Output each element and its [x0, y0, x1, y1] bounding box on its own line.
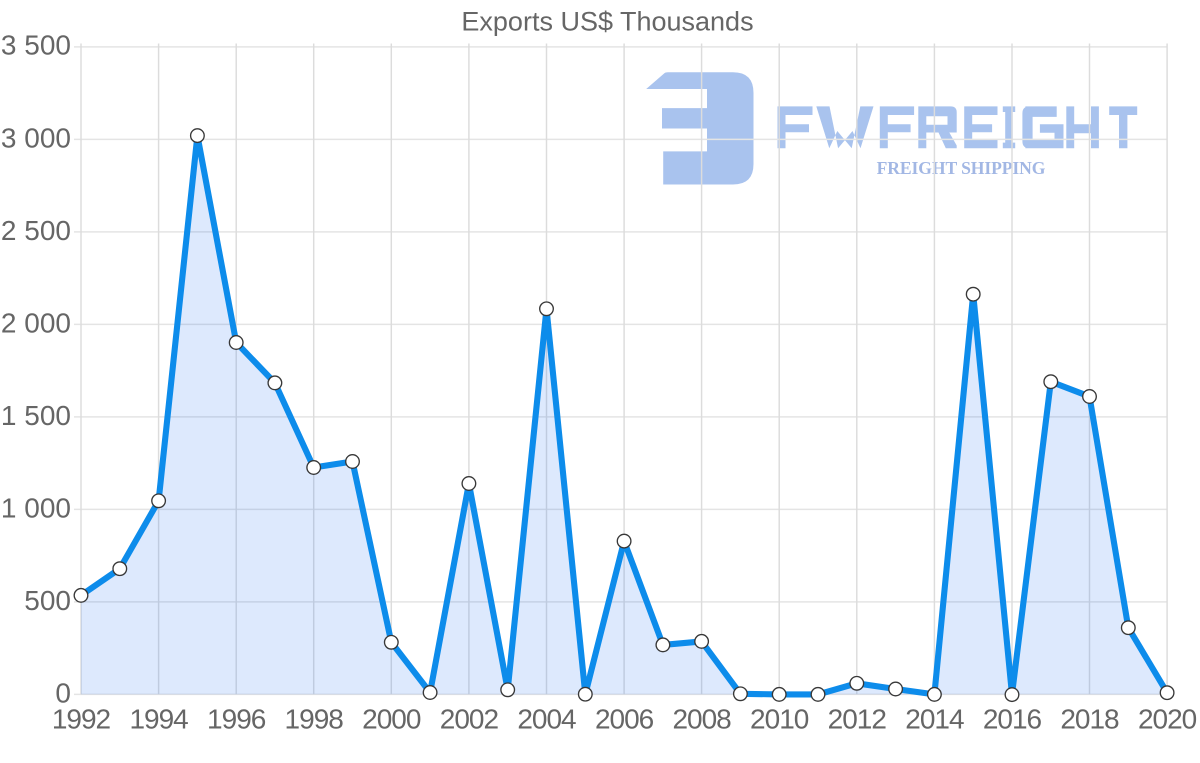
- svg-text:2016: 2016: [983, 704, 1042, 735]
- svg-text:2014: 2014: [905, 704, 964, 735]
- svg-text:3 500: 3 500: [1, 30, 71, 61]
- svg-text:2004: 2004: [517, 704, 576, 735]
- svg-text:2018: 2018: [1060, 704, 1119, 735]
- svg-text:1996: 1996: [207, 704, 266, 735]
- svg-text:1 000: 1 000: [1, 493, 71, 524]
- svg-text:2002: 2002: [440, 704, 499, 735]
- svg-text:Exports US$ Thousands: Exports US$ Thousands: [461, 7, 753, 37]
- svg-text:2020: 2020: [1138, 704, 1197, 735]
- svg-text:2006: 2006: [595, 704, 654, 735]
- svg-text:1 500: 1 500: [1, 400, 71, 431]
- svg-text:2 500: 2 500: [1, 215, 71, 246]
- svg-text:3 000: 3 000: [1, 123, 71, 154]
- svg-text:500: 500: [24, 585, 71, 616]
- svg-text:FREIGHT SHIPPING: FREIGHT SHIPPING: [877, 158, 1046, 178]
- svg-text:2000: 2000: [362, 704, 421, 735]
- svg-text:2 000: 2 000: [1, 308, 71, 339]
- svg-text:2008: 2008: [672, 704, 731, 735]
- svg-text:2012: 2012: [828, 704, 887, 735]
- svg-text:1998: 1998: [285, 704, 344, 735]
- svg-text:1992: 1992: [52, 704, 111, 735]
- svg-text:2010: 2010: [750, 704, 809, 735]
- svg-text:1994: 1994: [129, 704, 188, 735]
- svg-text:0: 0: [55, 678, 71, 709]
